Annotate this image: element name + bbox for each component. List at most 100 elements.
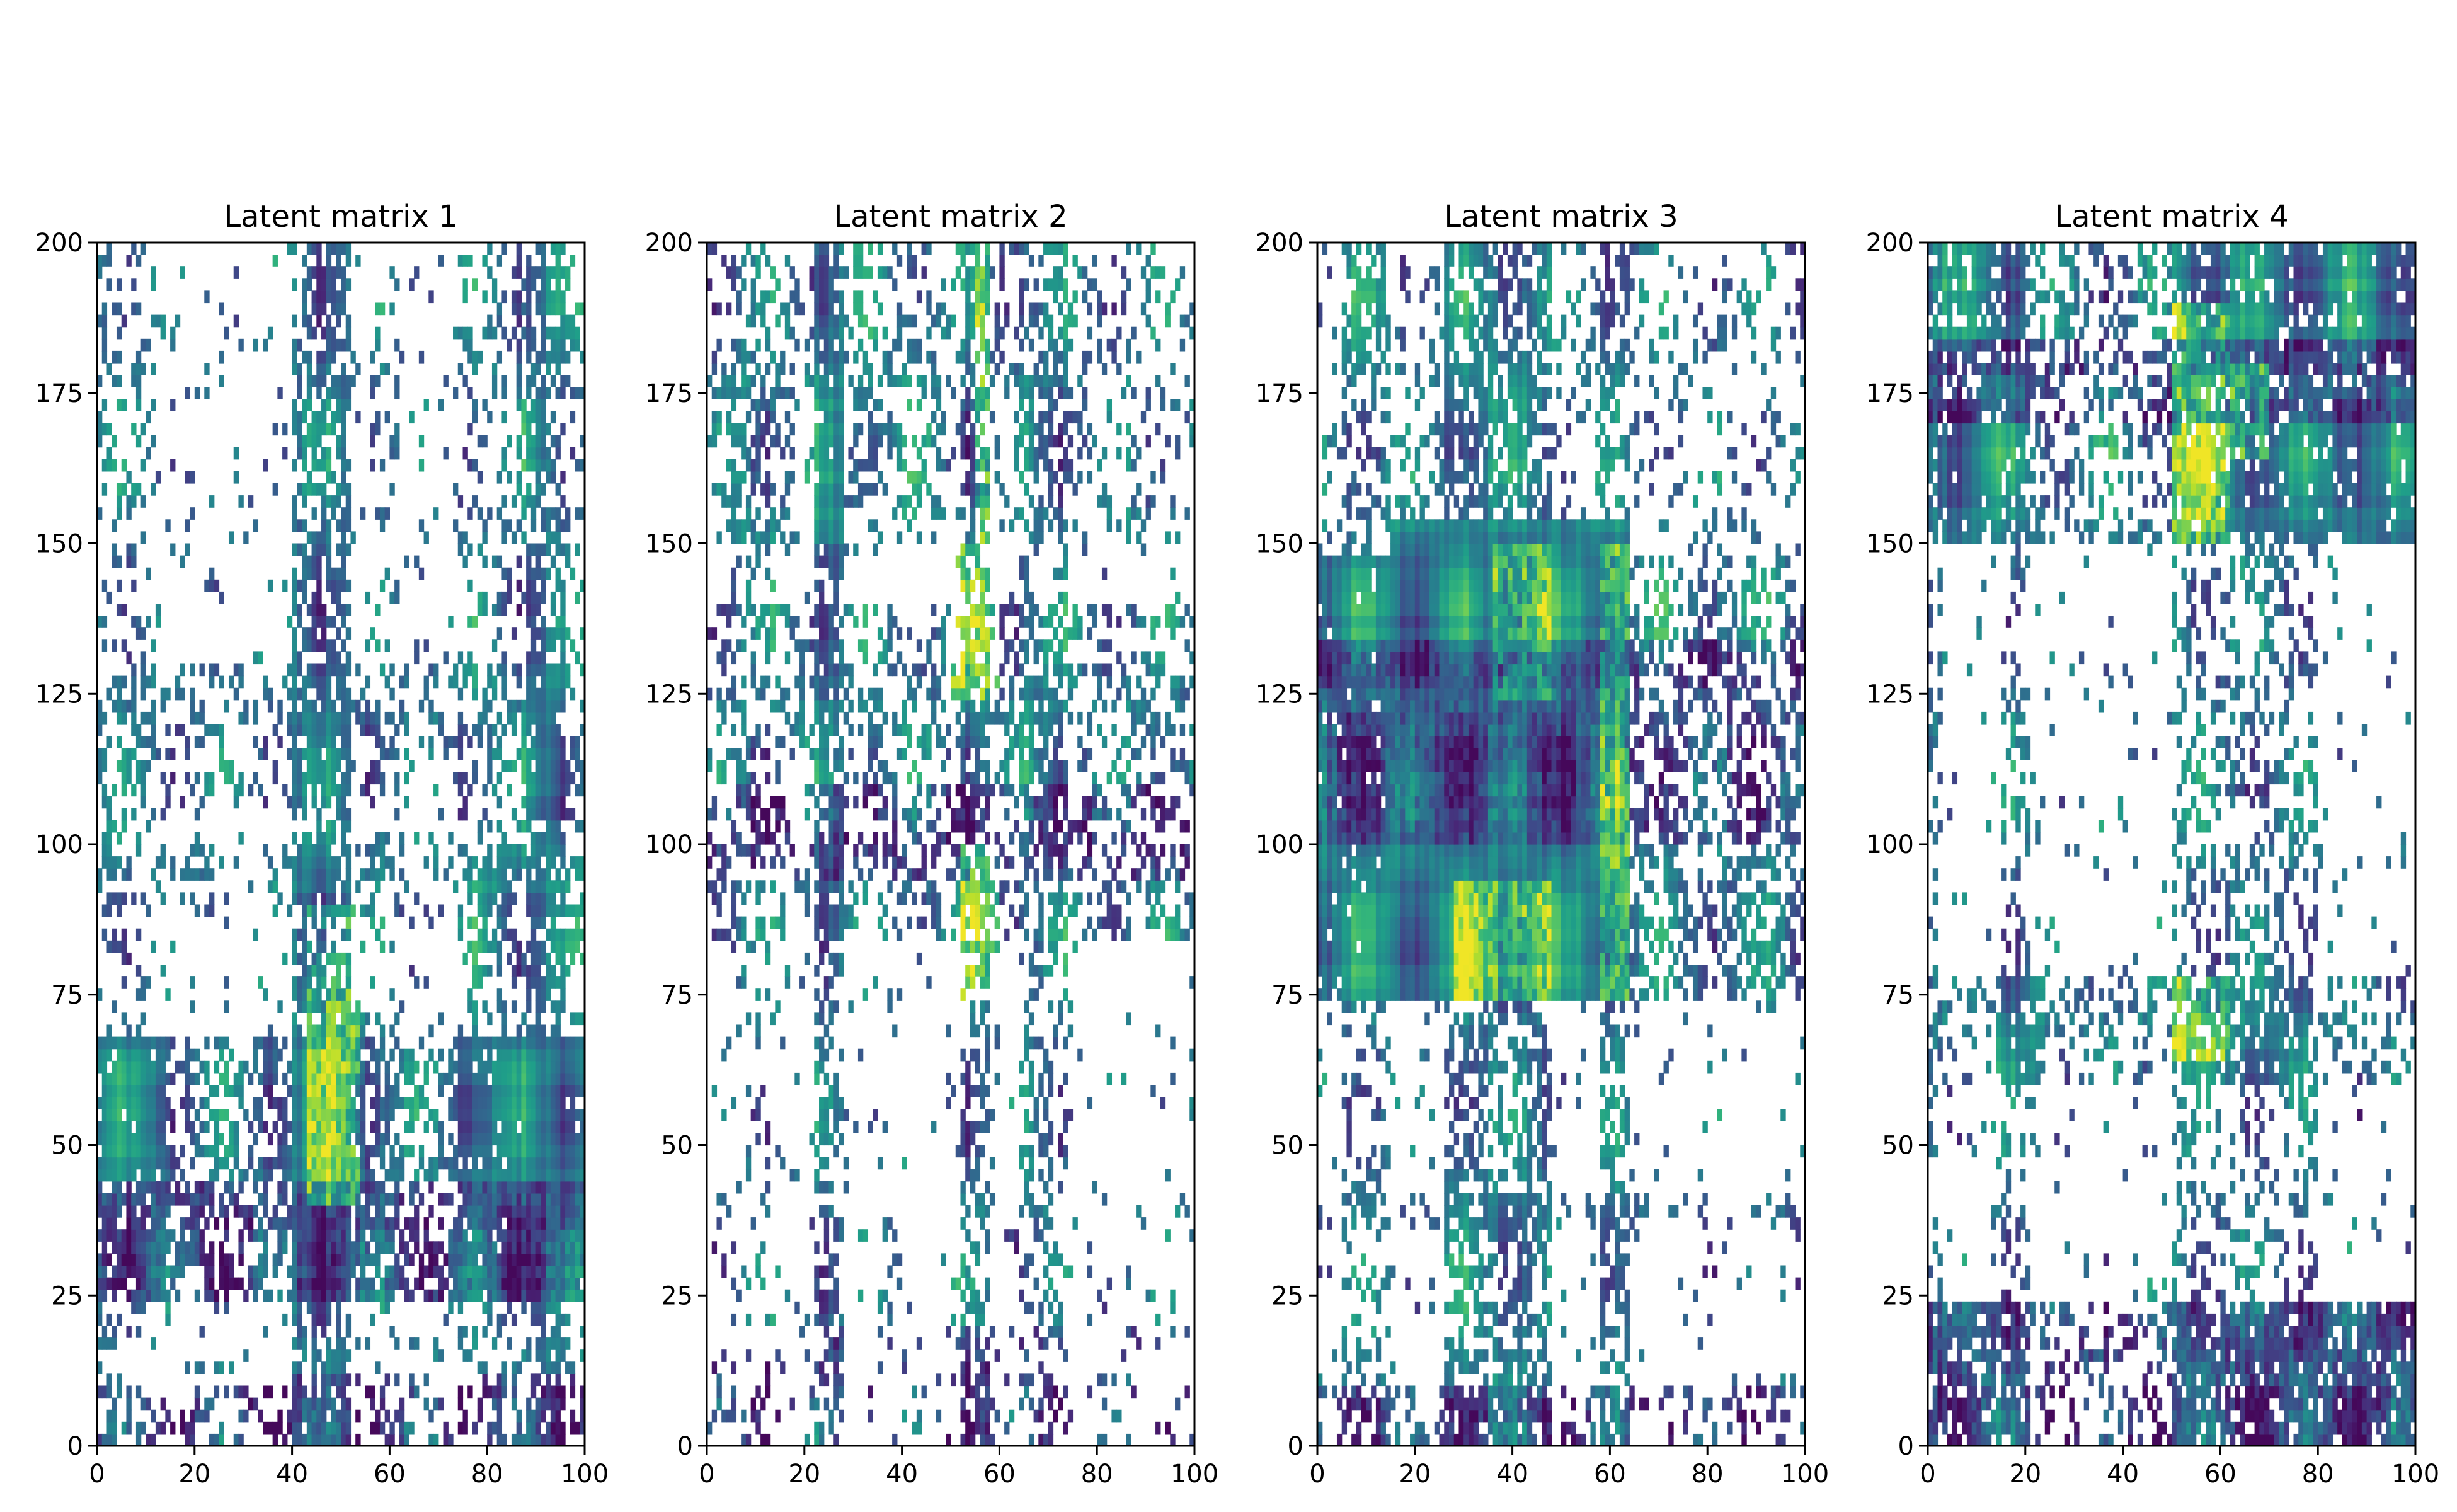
heatmap-cell xyxy=(1048,1133,1054,1146)
heatmap-cell xyxy=(238,1072,244,1085)
heatmap-cell xyxy=(482,1000,488,1013)
heatmap-cell xyxy=(507,1145,512,1158)
heatmap-cell xyxy=(151,363,156,375)
heatmap-cell xyxy=(546,1361,551,1374)
heatmap-cell xyxy=(297,1109,302,1121)
heatmap-cell xyxy=(541,832,546,845)
heatmap-cell xyxy=(496,1217,503,1230)
heatmap-cell xyxy=(175,687,181,701)
heatmap-cell xyxy=(487,1145,493,1158)
heatmap-cell xyxy=(526,1157,532,1170)
heatmap-cell xyxy=(565,1265,571,1278)
heatmap-cell xyxy=(560,772,566,785)
heatmap-cell xyxy=(350,531,356,544)
heatmap-cell xyxy=(472,916,478,929)
x-tick-label: 80 xyxy=(471,1460,503,1489)
heatmap-cell xyxy=(375,699,381,713)
heatmap-cell xyxy=(482,255,488,267)
heatmap-cell xyxy=(326,555,332,568)
heatmap-cell xyxy=(521,1133,527,1146)
heatmap-cell xyxy=(989,1433,995,1446)
heatmap-cell xyxy=(823,1072,830,1085)
heatmap-cell xyxy=(302,1265,307,1278)
heatmap-cell xyxy=(336,543,341,556)
heatmap-cell xyxy=(555,880,561,893)
heatmap-cell xyxy=(297,1373,302,1387)
heatmap-cell xyxy=(994,916,1000,929)
heatmap-cell xyxy=(126,1181,132,1194)
heatmap-cell xyxy=(550,820,556,833)
heatmap-cell xyxy=(394,338,400,352)
heatmap-cell xyxy=(399,675,405,689)
heatmap-cell xyxy=(1019,1397,1024,1411)
heatmap-cell xyxy=(467,651,473,665)
heatmap-cell xyxy=(311,567,317,580)
heatmap-cell xyxy=(433,711,439,724)
heatmap-cell xyxy=(501,447,507,460)
heatmap-cell xyxy=(97,1036,103,1050)
heatmap-cell xyxy=(550,736,556,748)
heatmap-cell xyxy=(355,363,361,375)
heatmap-cell xyxy=(345,699,352,713)
heatmap-cell xyxy=(560,1072,566,1085)
heatmap-cell xyxy=(741,892,747,905)
heatmap-cell xyxy=(530,1421,537,1435)
heatmap-cell xyxy=(711,892,718,905)
heatmap-cell xyxy=(570,1060,576,1074)
heatmap-cell xyxy=(151,1145,156,1158)
heatmap-cell xyxy=(804,1433,810,1446)
heatmap-cell xyxy=(414,1169,420,1182)
heatmap-cell xyxy=(526,616,532,628)
heatmap-cell xyxy=(507,1193,512,1206)
heatmap-cell xyxy=(306,1169,312,1182)
heatmap-cell xyxy=(101,1241,108,1254)
heatmap-cell xyxy=(902,1361,907,1374)
heatmap-cell xyxy=(477,832,483,845)
heatmap-cell xyxy=(560,1349,566,1362)
heatmap-cell xyxy=(550,1421,556,1435)
heatmap-cell xyxy=(326,1253,332,1266)
heatmap-cell xyxy=(331,616,336,628)
heatmap-cell xyxy=(306,844,312,857)
heatmap-cell xyxy=(467,736,473,748)
heatmap-cell xyxy=(248,1157,254,1170)
heatmap-cell xyxy=(433,1433,439,1446)
heatmap-cell xyxy=(389,687,395,701)
heatmap-cell xyxy=(546,1181,551,1194)
heatmap-cell xyxy=(112,1169,117,1182)
heatmap-cell xyxy=(155,1109,161,1121)
heatmap-cell xyxy=(224,892,229,905)
heatmap-cell xyxy=(467,1072,473,1085)
heatmap-cell xyxy=(277,1109,283,1121)
heatmap-cell xyxy=(350,1253,356,1266)
heatmap-cell xyxy=(511,1433,517,1446)
heatmap-cell xyxy=(491,1337,498,1350)
heatmap-cell xyxy=(297,519,302,532)
heatmap-cell xyxy=(507,699,512,713)
heatmap-cell xyxy=(560,1241,566,1254)
heatmap-cell xyxy=(838,1229,844,1242)
heatmap-cell xyxy=(277,1133,283,1146)
heatmap-cell xyxy=(1058,928,1063,941)
heatmap-cell xyxy=(711,1409,718,1423)
heatmap-cell xyxy=(530,616,537,628)
heatmap-cell xyxy=(511,724,517,736)
heatmap-cell xyxy=(185,1181,190,1194)
heatmap-cell xyxy=(238,1181,244,1194)
heatmap-cell xyxy=(389,1157,395,1170)
heatmap-cell xyxy=(521,531,527,544)
heatmap-cell xyxy=(165,1313,171,1326)
heatmap-cell xyxy=(126,1097,132,1109)
heatmap-cell xyxy=(336,1301,341,1314)
heatmap-cell xyxy=(516,1205,522,1218)
heatmap-cell xyxy=(106,1193,112,1206)
heatmap-cell xyxy=(185,1361,190,1374)
heatmap-cell xyxy=(1131,1385,1137,1399)
heatmap-cell xyxy=(399,711,405,724)
heatmap-cell xyxy=(423,856,429,869)
heatmap-cell xyxy=(306,724,312,736)
heatmap-cell xyxy=(472,940,478,953)
heatmap-cell xyxy=(326,290,332,304)
heatmap-cell xyxy=(146,1253,151,1266)
heatmap-cell xyxy=(341,1265,346,1278)
